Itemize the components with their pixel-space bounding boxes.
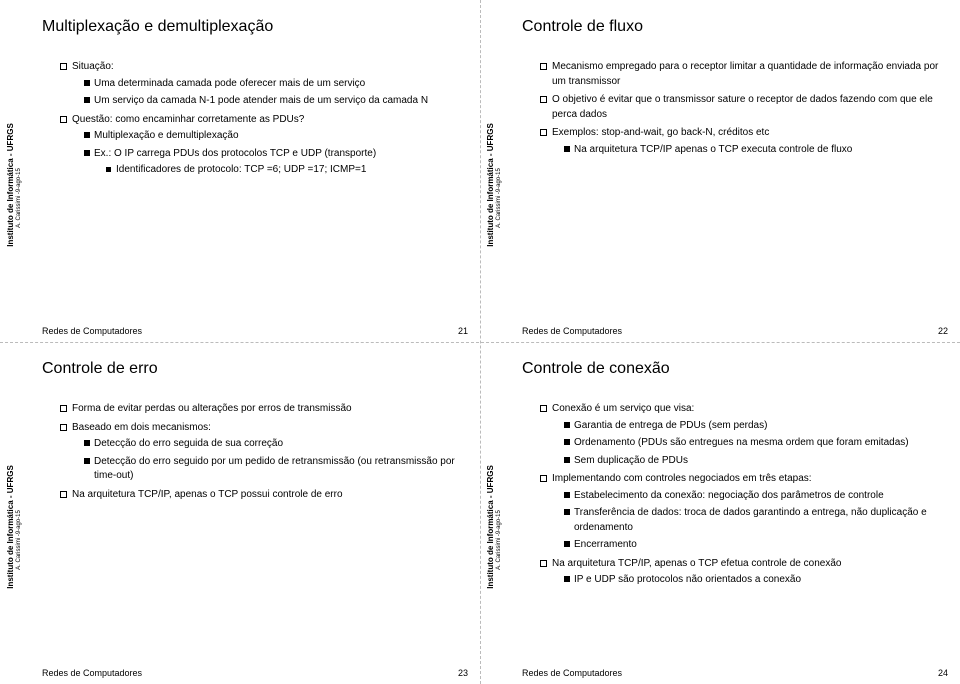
list-item: Exemplos: stop-and-wait, go back-N, créd…	[540, 126, 942, 157]
page-number: 21	[458, 326, 468, 336]
list-item: Ex.: O IP carrega PDUs dos protocolos TC…	[84, 147, 462, 178]
item-text: Baseado em dois mecanismos:	[72, 422, 211, 433]
list-item: Identificadores de protocolo: TCP =6; UD…	[106, 163, 462, 178]
list-item: Situação: Uma determinada camada pode of…	[60, 60, 462, 109]
vertical-institute-label: Instituto de Informática - UFRGS	[486, 123, 495, 247]
slide-content: Forma de evitar perdas ou alterações por…	[42, 402, 462, 502]
list-item: Estabelecimento da conexão: negociação d…	[564, 489, 942, 504]
list-item: Uma determinada camada pode oferecer mai…	[84, 77, 462, 92]
slide-content: Situação: Uma determinada camada pode of…	[42, 60, 462, 178]
footer-left: Redes de Computadores	[522, 668, 622, 678]
slide-footer: Redes de Computadores 21	[42, 326, 468, 336]
list-item: Na arquitetura TCP/IP, apenas o TCP poss…	[60, 488, 462, 503]
list-item: IP e UDP são protocolos não orientados a…	[564, 573, 942, 588]
list-item: Sem duplicação de PDUs	[564, 454, 942, 469]
slide-title: Controle de conexão	[522, 360, 942, 378]
slide-23: Controle de erro Instituto de Informátic…	[0, 342, 480, 684]
slide-title: Controle de fluxo	[522, 18, 942, 36]
page-number: 23	[458, 668, 468, 678]
list-item: Multiplexação e demultiplexação	[84, 129, 462, 144]
slide-title: Controle de erro	[42, 360, 462, 378]
list-item: Garantia de entrega de PDUs (sem perdas)	[564, 419, 942, 434]
slide-footer: Redes de Computadores 23	[42, 668, 468, 678]
list-item: Na arquitetura TCP/IP apenas o TCP execu…	[564, 143, 942, 158]
list-item: Implementando com controles negociados e…	[540, 472, 942, 553]
slide-footer: Redes de Computadores 24	[522, 668, 948, 678]
slide-content: Conexão é um serviço que visa: Garantia …	[522, 402, 942, 588]
slide-24: Controle de conexão Instituto de Informá…	[480, 342, 960, 684]
list-item: Detecção do erro seguida de sua correção	[84, 437, 462, 452]
slide-content: Mecanismo empregado para o receptor limi…	[522, 60, 942, 157]
slide-21: Multiplexação e demultiplexação Institut…	[0, 0, 480, 342]
page-number: 24	[938, 668, 948, 678]
vertical-author-label: A. Carissimi -9-ago-15	[496, 169, 502, 229]
list-item: Questão: como encaminhar corretamente as…	[60, 113, 462, 178]
item-text: Ex.: O IP carrega PDUs dos protocolos TC…	[94, 148, 376, 159]
vertical-author-label: A. Carissimi -9-ago-15	[496, 511, 502, 571]
vertical-author-label: A. Carissimi -9-ago-15	[16, 511, 22, 571]
list-item: Transferência de dados: troca de dados g…	[564, 506, 942, 535]
list-item: Encerramento	[564, 538, 942, 553]
vertical-author-label: A. Carissimi -9-ago-15	[16, 169, 22, 229]
item-text: Na arquitetura TCP/IP, apenas o TCP efet…	[552, 558, 841, 569]
list-item: Forma de evitar perdas ou alterações por…	[60, 402, 462, 417]
vertical-institute-label: Instituto de Informática - UFRGS	[486, 465, 495, 589]
list-item: Na arquitetura TCP/IP, apenas o TCP efet…	[540, 557, 942, 588]
list-item: Um serviço da camada N-1 pode atender ma…	[84, 94, 462, 109]
list-item: Conexão é um serviço que visa: Garantia …	[540, 402, 942, 468]
vertical-institute-label: Instituto de Informática - UFRGS	[6, 465, 15, 589]
slide-title: Multiplexação e demultiplexação	[42, 18, 462, 36]
item-text: Situação:	[72, 61, 114, 72]
footer-left: Redes de Computadores	[42, 668, 142, 678]
list-item: Baseado em dois mecanismos: Detecção do …	[60, 421, 462, 484]
item-text: Conexão é um serviço que visa:	[552, 403, 694, 414]
item-text: Questão: como encaminhar corretamente as…	[72, 114, 304, 125]
footer-left: Redes de Computadores	[522, 326, 622, 336]
page-number: 22	[938, 326, 948, 336]
item-text: Implementando com controles negociados e…	[552, 473, 812, 484]
list-item: Detecção do erro seguido por um pedido d…	[84, 455, 462, 484]
list-item: O objetivo é evitar que o transmissor sa…	[540, 93, 942, 122]
footer-left: Redes de Computadores	[42, 326, 142, 336]
slide-22: Controle de fluxo Instituto de Informáti…	[480, 0, 960, 342]
item-text: Exemplos: stop-and-wait, go back-N, créd…	[552, 127, 769, 138]
list-item: Ordenamento (PDUs são entregues na mesma…	[564, 436, 942, 451]
slide-footer: Redes de Computadores 22	[522, 326, 948, 336]
vertical-institute-label: Instituto de Informática - UFRGS	[6, 123, 15, 247]
list-item: Mecanismo empregado para o receptor limi…	[540, 60, 942, 89]
